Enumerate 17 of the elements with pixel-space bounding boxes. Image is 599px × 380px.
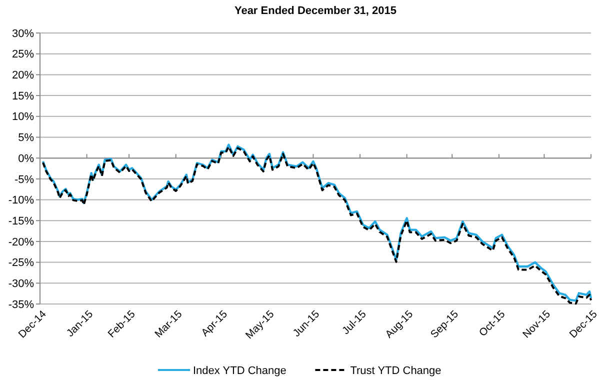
y-tick-label: -20% (8, 236, 34, 248)
y-tick-label: -25% (8, 257, 34, 270)
y-tick-label: 30% (12, 28, 34, 40)
y-tick-label: -35% (8, 298, 34, 311)
y-tick-label: -30% (8, 278, 34, 290)
legend-label: Index YTD Change (193, 364, 286, 377)
y-tick-label: 25% (12, 48, 34, 61)
y-tick-label: 0% (18, 152, 34, 165)
y-tick-label: -5% (14, 174, 34, 186)
y-tick-label: 20% (12, 70, 34, 82)
y-tick-label: 10% (12, 111, 34, 124)
y-tick-label: -10% (8, 194, 34, 207)
chart-title: Year Ended December 31, 2015 (234, 5, 397, 17)
y-tick-label: -15% (8, 215, 34, 228)
y-tick-label: 15% (12, 90, 34, 102)
y-tick-label: 5% (18, 132, 34, 144)
legend-label: Trust YTD Change (350, 364, 442, 377)
